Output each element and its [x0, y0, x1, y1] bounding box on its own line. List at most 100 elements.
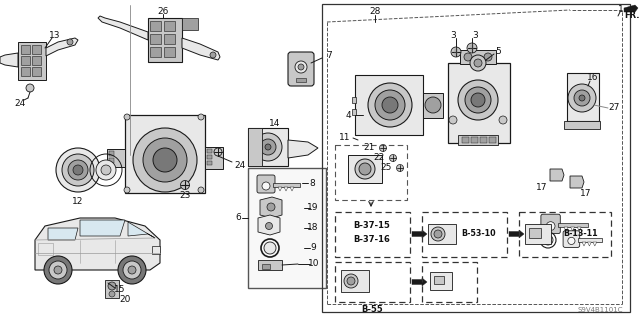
- Bar: [489, 137, 496, 143]
- Circle shape: [266, 222, 273, 229]
- Bar: [150, 34, 161, 44]
- Bar: [428, 224, 456, 244]
- Circle shape: [471, 93, 485, 107]
- Circle shape: [267, 203, 275, 211]
- Polygon shape: [570, 176, 584, 188]
- Circle shape: [499, 116, 507, 124]
- Bar: [164, 21, 175, 31]
- Text: B-53-10: B-53-10: [461, 229, 496, 238]
- Polygon shape: [624, 5, 638, 12]
- Text: 25: 25: [380, 164, 392, 172]
- Polygon shape: [578, 238, 602, 242]
- Bar: [434, 276, 444, 284]
- Text: 5: 5: [495, 46, 501, 55]
- Circle shape: [67, 39, 73, 45]
- Text: B-37-16: B-37-16: [353, 236, 390, 244]
- Bar: [262, 264, 270, 269]
- Circle shape: [210, 52, 216, 58]
- Bar: [567, 73, 599, 121]
- Bar: [150, 21, 161, 31]
- Bar: [519, 212, 611, 257]
- Bar: [164, 34, 175, 44]
- Polygon shape: [412, 230, 427, 238]
- Polygon shape: [98, 16, 148, 40]
- Polygon shape: [550, 169, 564, 181]
- Bar: [248, 128, 262, 166]
- Text: 18: 18: [307, 223, 319, 233]
- Bar: [423, 93, 443, 118]
- Bar: [21, 56, 30, 65]
- Circle shape: [133, 128, 197, 192]
- Circle shape: [390, 155, 397, 162]
- Polygon shape: [588, 242, 591, 246]
- Circle shape: [54, 266, 62, 274]
- Polygon shape: [593, 242, 596, 246]
- Circle shape: [434, 230, 442, 238]
- Polygon shape: [290, 187, 294, 191]
- Bar: [105, 280, 119, 298]
- Circle shape: [68, 160, 88, 180]
- Circle shape: [214, 148, 222, 156]
- Text: 8: 8: [309, 179, 315, 188]
- Text: 3: 3: [450, 30, 456, 39]
- Text: 1: 1: [618, 5, 624, 14]
- Polygon shape: [412, 278, 427, 286]
- Text: S9V4B1101C: S9V4B1101C: [577, 307, 623, 313]
- Bar: [341, 270, 369, 292]
- Circle shape: [368, 83, 412, 127]
- Bar: [322, 4, 630, 312]
- Bar: [150, 47, 161, 57]
- Bar: [152, 246, 160, 254]
- Circle shape: [62, 154, 94, 186]
- Circle shape: [143, 138, 187, 182]
- Bar: [207, 149, 212, 153]
- Text: 24: 24: [234, 161, 246, 170]
- Circle shape: [568, 84, 596, 112]
- Bar: [32, 56, 41, 65]
- Text: B-13-11: B-13-11: [564, 229, 598, 238]
- Circle shape: [574, 90, 590, 106]
- Circle shape: [451, 47, 461, 57]
- Bar: [32, 67, 41, 76]
- Circle shape: [579, 95, 585, 101]
- Circle shape: [198, 114, 204, 120]
- Bar: [207, 155, 212, 159]
- Bar: [430, 272, 452, 290]
- Bar: [21, 67, 30, 76]
- Bar: [462, 137, 469, 143]
- Bar: [335, 145, 407, 200]
- Polygon shape: [288, 140, 318, 158]
- FancyBboxPatch shape: [288, 52, 314, 86]
- Circle shape: [359, 163, 371, 175]
- Bar: [525, 224, 551, 244]
- Text: 14: 14: [269, 119, 281, 129]
- Circle shape: [543, 235, 553, 245]
- Text: 26: 26: [157, 7, 169, 17]
- Polygon shape: [509, 230, 524, 238]
- Polygon shape: [284, 187, 288, 191]
- Bar: [335, 212, 410, 257]
- Circle shape: [96, 160, 116, 180]
- Text: 28: 28: [369, 7, 381, 17]
- Text: 15: 15: [115, 285, 125, 294]
- Circle shape: [470, 55, 486, 71]
- Circle shape: [124, 114, 130, 120]
- Bar: [335, 262, 410, 302]
- Bar: [460, 50, 496, 64]
- Circle shape: [108, 282, 116, 290]
- Circle shape: [44, 256, 72, 284]
- Circle shape: [198, 187, 204, 193]
- Polygon shape: [558, 223, 588, 227]
- Bar: [18, 42, 46, 80]
- Circle shape: [458, 80, 498, 120]
- Text: 4: 4: [345, 110, 351, 119]
- Bar: [248, 128, 288, 166]
- Bar: [352, 109, 356, 115]
- Bar: [32, 45, 41, 54]
- Text: B-37-15: B-37-15: [353, 221, 390, 230]
- Polygon shape: [35, 218, 160, 270]
- Polygon shape: [273, 183, 300, 187]
- Circle shape: [180, 180, 189, 189]
- Bar: [422, 212, 507, 257]
- Text: 17: 17: [536, 182, 548, 191]
